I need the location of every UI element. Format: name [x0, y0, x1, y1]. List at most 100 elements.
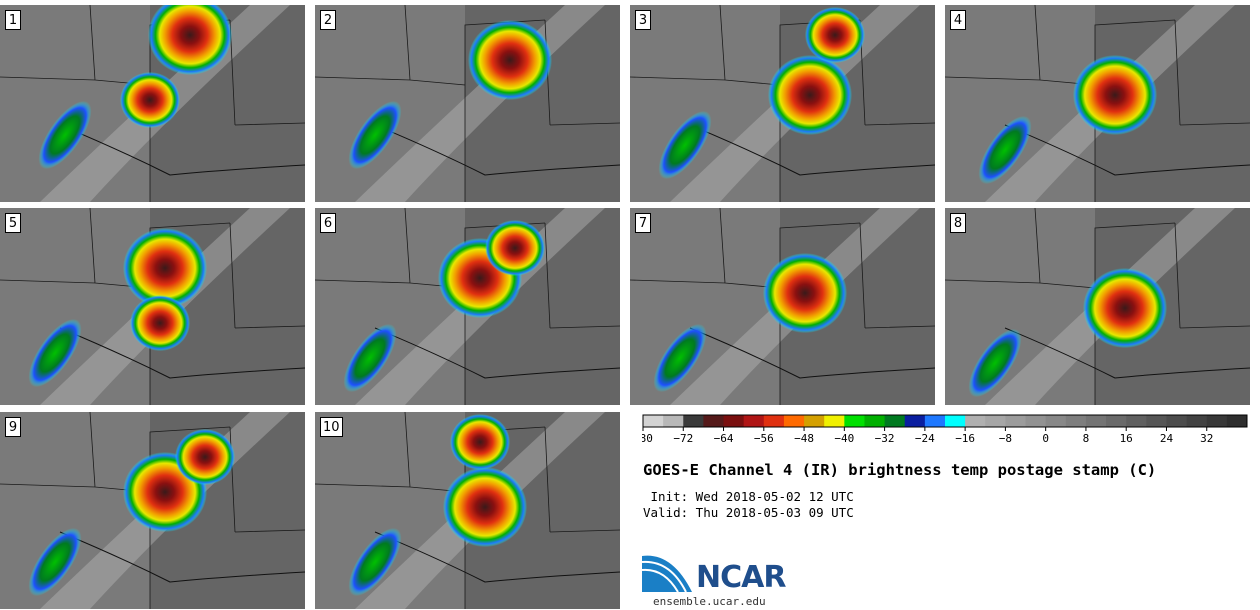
member-label-4: 4	[950, 10, 966, 30]
coastline	[1004, 124, 1250, 176]
cloud-band	[348, 527, 402, 597]
colorbar-swatch	[723, 415, 745, 427]
cloud-band	[658, 110, 712, 180]
state-borders	[315, 5, 620, 202]
convective-storm	[1073, 55, 1157, 135]
cloud-band	[28, 318, 82, 388]
ir-map-9	[0, 412, 305, 609]
convective-storm	[443, 467, 527, 547]
colorbar-swatch	[1186, 415, 1208, 427]
colorbar-tick-label: −72	[673, 432, 693, 445]
convective-storm	[120, 72, 180, 128]
coastline	[374, 327, 620, 379]
ncar-logo-icon	[642, 555, 692, 593]
colorbar-swatch	[1005, 415, 1027, 427]
convective-storm	[130, 295, 190, 351]
member-panel-8: 8	[945, 208, 1250, 405]
colorbar-swatch	[643, 415, 664, 427]
colorbar-tick-label: 0	[1042, 432, 1049, 445]
cloud-band	[38, 100, 92, 170]
member-label-8: 8	[950, 213, 966, 233]
colorbar-swatch	[743, 415, 765, 427]
colorbar-tick-label: −32	[875, 432, 895, 445]
ir-map-8	[945, 208, 1250, 405]
coastline	[59, 531, 305, 583]
ir-map-1	[0, 5, 305, 202]
colorbar-swatch	[1045, 415, 1067, 427]
colorbar-swatch	[884, 415, 906, 427]
colorbar-swatch	[924, 415, 946, 427]
ir-map-10	[315, 412, 620, 609]
member-label-2: 2	[320, 10, 336, 30]
coastline	[374, 531, 620, 583]
member-label-3: 3	[635, 10, 651, 30]
colorbar-swatch	[683, 415, 704, 427]
ir-map-3	[630, 5, 935, 202]
colorbar-tick-label: −16	[955, 432, 975, 445]
colorbar-tick-label: 24	[1160, 432, 1174, 445]
ir-map-5	[0, 208, 305, 405]
member-panel-7: 7	[630, 208, 935, 405]
coastline	[59, 124, 305, 176]
convective-storm	[1083, 268, 1167, 348]
colorbar-swatch	[1025, 415, 1047, 427]
member-panel-9: 9	[0, 412, 305, 609]
convective-storm	[123, 228, 207, 308]
cloud-band	[653, 323, 707, 393]
colorbar-swatch	[1106, 415, 1127, 427]
convective-storm	[485, 220, 545, 276]
colorbar-tick-label: −8	[999, 432, 1012, 445]
convective-storm	[148, 5, 232, 75]
colorbar-swatch	[663, 415, 684, 427]
colorbar-swatch	[1206, 415, 1228, 427]
coastline	[689, 124, 935, 176]
cloud-band	[28, 527, 82, 597]
member-label-10: 10	[320, 417, 343, 437]
coastline	[374, 124, 620, 176]
cloud-band	[968, 328, 1022, 398]
colorbar-tick-label: −64	[714, 432, 734, 445]
cloud-band	[343, 323, 397, 393]
colorbar-swatch	[904, 415, 926, 427]
convective-storm	[450, 414, 510, 470]
member-panel-1: 1	[0, 5, 305, 202]
ir-map-7	[630, 208, 935, 405]
colorbar-border	[642, 414, 1248, 428]
convective-storm	[175, 429, 235, 485]
source-url: ensemble.ucar.edu	[653, 595, 766, 608]
cloud-band	[978, 115, 1032, 185]
colorbar-swatch	[1226, 415, 1248, 427]
colorbar-tick-label: 32	[1200, 432, 1213, 445]
member-label-7: 7	[635, 213, 651, 233]
member-panel-5: 5	[0, 208, 305, 405]
member-panel-6: 6	[315, 208, 620, 405]
colorbar-swatch	[1065, 415, 1087, 427]
colorbar-swatch	[783, 415, 805, 427]
convective-storm	[768, 55, 852, 135]
coastline	[1004, 327, 1250, 379]
init-time: Init: Wed 2018-05-02 12 UTC	[643, 489, 854, 504]
colorbar-swatch	[804, 415, 825, 427]
colorbar-swatch	[1126, 415, 1147, 427]
member-panel-2: 2	[315, 5, 620, 202]
convective-storm	[763, 253, 847, 333]
colorbar-swatch	[844, 415, 865, 427]
colorbar-swatch	[985, 415, 1006, 427]
convective-storm	[468, 20, 552, 100]
ir-map-2	[315, 5, 620, 202]
cloud-band	[348, 100, 402, 170]
colorbar-swatch	[1166, 415, 1188, 427]
colorbar-tick-label: −56	[754, 432, 774, 445]
colorbar-swatch	[703, 415, 725, 427]
coastline	[59, 327, 305, 379]
colorbar-tick-label: −48	[794, 432, 814, 445]
ir-map-6	[315, 208, 620, 405]
member-label-1: 1	[5, 10, 21, 30]
ncar-logo-text: NCAR	[696, 560, 786, 595]
colorbar-tick-label: 16	[1120, 432, 1133, 445]
member-panel-10: 10	[315, 412, 620, 609]
convective-storm	[805, 7, 865, 63]
colorbar-swatch	[824, 415, 845, 427]
colorbar-swatch	[965, 415, 986, 427]
